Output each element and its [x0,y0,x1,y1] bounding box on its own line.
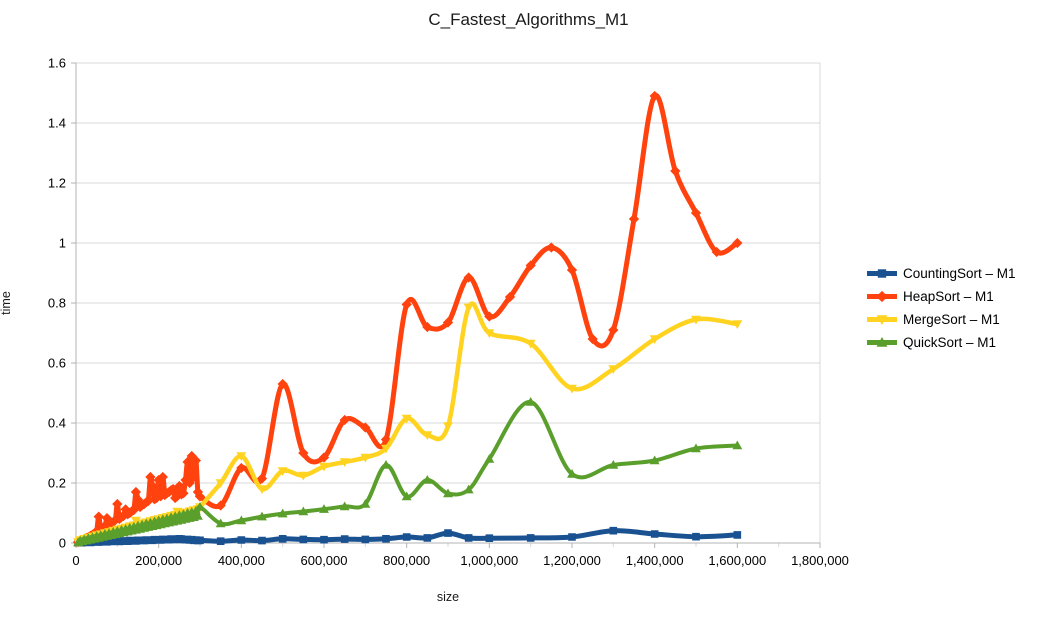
legend-item-heapsort: HeapSort – M1 [866,285,1016,308]
legend-item-label: MergeSort – M1 [903,312,1000,327]
chart-legend: CountingSort – M1 HeapSort – M1 MergeSor… [866,262,1016,354]
series-markers-3 [73,303,743,548]
series-markers-1 [74,526,742,547]
legend-line-marker-icon [867,337,897,347]
x-tick-label: 400,000 [218,553,265,568]
legend-marker [876,290,888,303]
x-tick-label: 0 [72,553,79,568]
x-tick-label: 1,200,000 [543,553,601,568]
legend-line-marker-icon [867,290,897,303]
y-tick-label: 1.4 [48,116,66,131]
legend-line-marker-icon [867,315,897,325]
x-axis-title: size [436,590,460,604]
y-tick-label: 1.6 [48,56,66,71]
series-markers-4 [73,397,743,547]
y-tick-label: 0.6 [48,356,66,371]
x-tick-label: 600,000 [301,553,348,568]
legend-item-label: HeapSort – M1 [903,289,994,304]
y-tick-label: 1 [59,236,66,251]
y-tick-label: 0.8 [48,296,66,311]
legend-marker [876,315,888,325]
legend-item-label: CountingSort – M1 [903,266,1016,281]
series-line-2 [75,93,740,545]
y-tick-label: 1.2 [48,176,66,191]
legend-item-quicksort: QuickSort – M1 [866,331,1016,354]
legend-marker [876,337,888,347]
chart-title: C_Fastest_Algorithms_M1 [428,10,629,29]
legend-item-countingsort: CountingSort – M1 [866,262,1016,285]
x-tick-label: 1,000,000 [460,553,518,568]
series-markers-2 [72,90,743,548]
x-tick-label: 1,800,000 [791,553,849,568]
legend-item-label: QuickSort – M1 [903,335,997,350]
x-tick-label: 800,000 [383,553,430,568]
legend-item-mergesort: MergeSort – M1 [866,308,1016,331]
x-tick-label: 200,000 [135,553,182,568]
x-tick-label: 1,600,000 [708,553,766,568]
y-tick-label: 0 [59,536,66,551]
x-tick-label: 1,400,000 [626,553,684,568]
legend-marker [877,269,887,278]
legend-line-marker-icon [867,269,897,278]
y-tick-label: 0.2 [48,476,66,491]
y-tick-label: 0.4 [48,416,66,431]
